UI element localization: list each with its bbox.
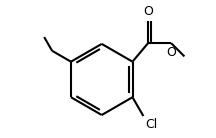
Text: O: O xyxy=(143,5,153,18)
Text: O: O xyxy=(166,46,176,59)
Text: Cl: Cl xyxy=(145,118,157,131)
